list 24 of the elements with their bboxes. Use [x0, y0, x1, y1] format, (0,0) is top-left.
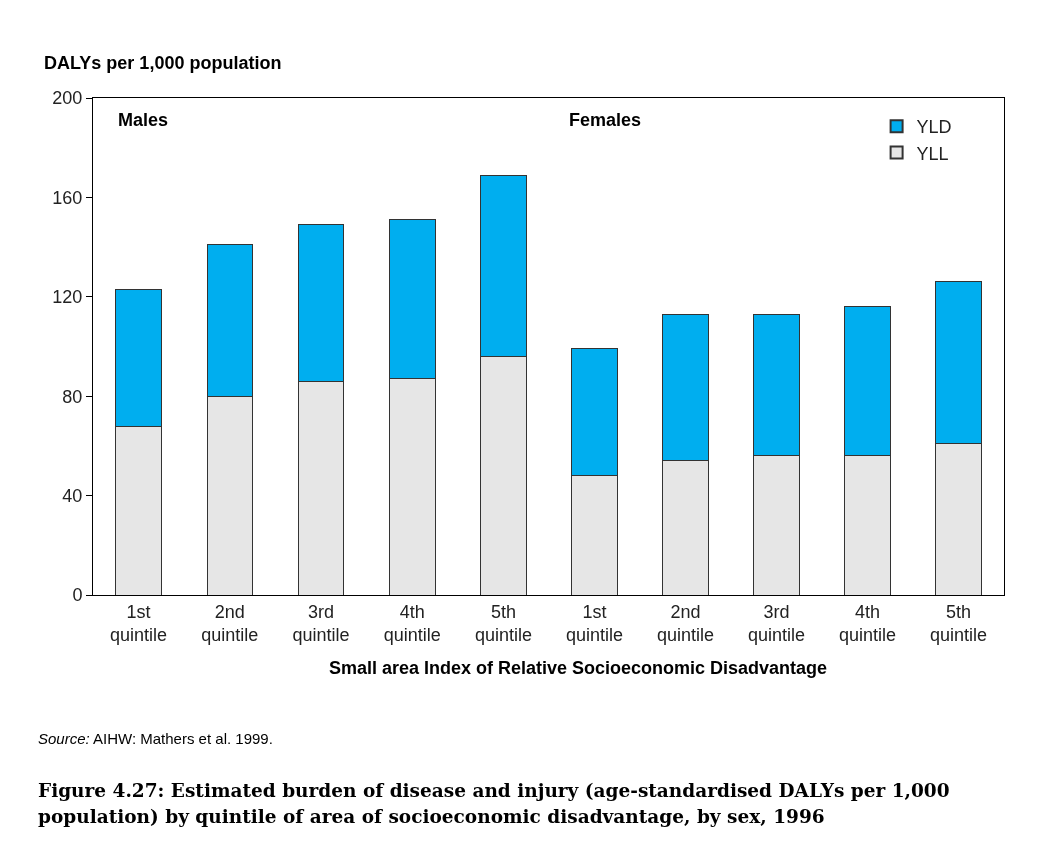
- x-tick-label: 2nd quintile: [656, 601, 715, 645]
- x-tick-label: 1st quintile: [565, 601, 624, 645]
- annotation: Males: [118, 110, 169, 130]
- legend-label: YLD: [916, 117, 952, 138]
- x-tick-label: 5th quintile: [474, 601, 532, 645]
- y-tick-label: 200: [52, 88, 83, 109]
- x-tick-label: 1st quintile: [110, 601, 168, 645]
- source-note: Source: AIHW: Mathers et al. 1999.: [38, 730, 273, 747]
- x-axis-title: Small area Index of Relative Socioeconomic Disadvantage: [327, 658, 829, 679]
- y-tick-label: 80: [62, 386, 83, 407]
- x-tick-label: 3rd quintile: [747, 601, 806, 645]
- legend-label: YLL: [916, 143, 949, 164]
- x-tick-label: 4th quintile: [838, 601, 897, 645]
- y-tick-label: 0: [72, 585, 83, 606]
- y-tick-label: 160: [52, 187, 83, 208]
- caption: Figure 4.27: Estimated burden of disease and injury (age-standardised DALYs per 1,000 population) by quintile of area of socioeconomic disadvantage, by sex, 1996: [38, 779, 951, 829]
- x-tick-label: 3rd quintile: [292, 601, 350, 645]
- x-tick-label: 2nd quintile: [201, 601, 259, 645]
- annotation: Females: [569, 110, 642, 130]
- x-tick-label: 4th quintile: [383, 601, 441, 645]
- x-tick-label: 5th quintile: [929, 601, 988, 645]
- y-tick-label: 40: [62, 485, 83, 506]
- y-axis-title: DALYs per 1,000 population: [44, 53, 282, 74]
- y-tick-label: 120: [52, 287, 83, 308]
